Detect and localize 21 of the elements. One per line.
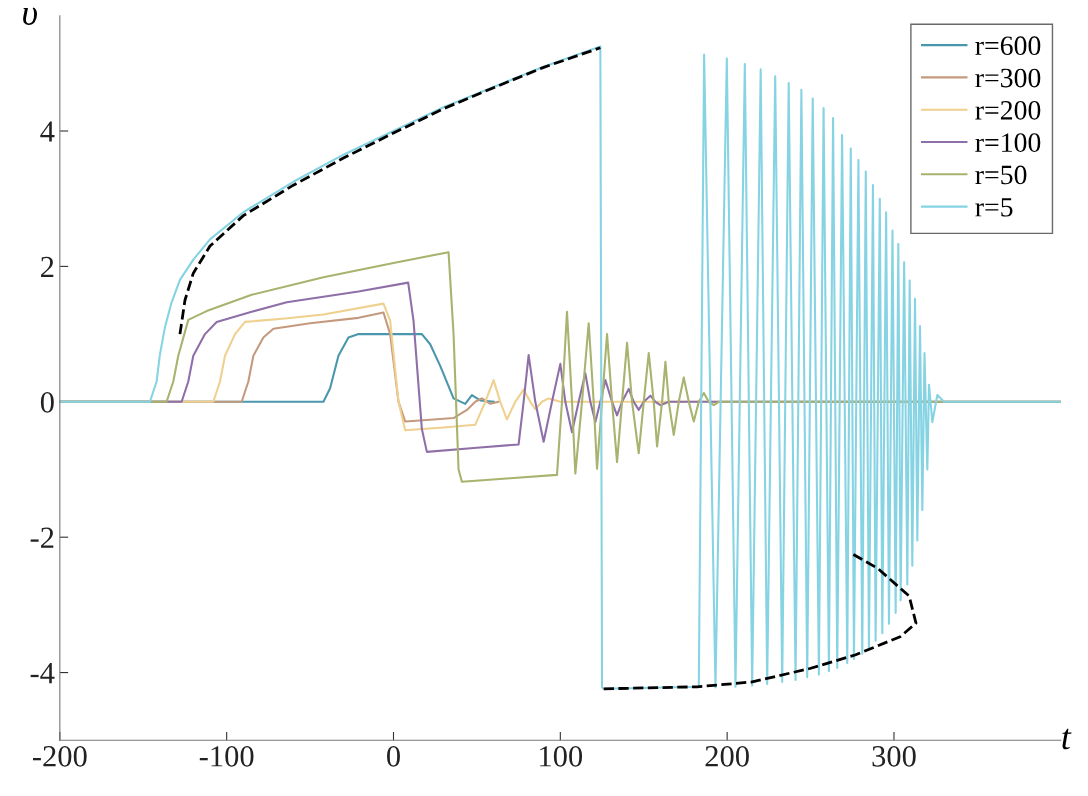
- x-tick-label: 100: [540, 746, 583, 767]
- y-tick-label: 2: [41, 256, 54, 277]
- x-tick-label: 300: [872, 746, 916, 767]
- legend-label: r=100: [975, 133, 1041, 152]
- legend-label: r=5: [975, 198, 1013, 217]
- y-tick-label: 4: [40, 121, 55, 142]
- legend-label: r=300: [975, 68, 1041, 88]
- y-tick-label: -2: [30, 527, 54, 548]
- legend-label: r=200: [975, 100, 1041, 120]
- line-series: [178, 46, 602, 336]
- x-tick-label: -200: [32, 746, 87, 767]
- x-tick-label: -100: [199, 746, 254, 767]
- line-series: [602, 552, 918, 691]
- y-tick-label: 0: [40, 392, 54, 413]
- x-tick-label: 0: [387, 746, 400, 767]
- y-tick-label: -4: [30, 663, 55, 684]
- legend-label: r=600: [975, 36, 1041, 56]
- x-tick-label: 200: [705, 746, 749, 767]
- y-axis-title: υ: [23, 7, 38, 25]
- x-axis-title: t: [1062, 728, 1072, 750]
- legend-label: r=50: [975, 165, 1027, 185]
